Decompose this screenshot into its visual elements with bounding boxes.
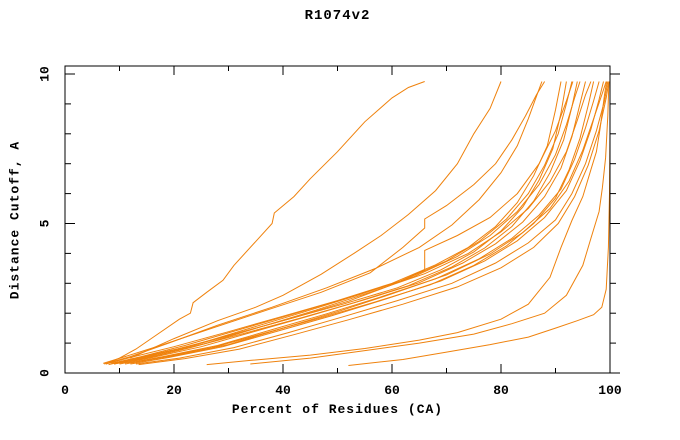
x-tick-label: 40 — [275, 383, 291, 398]
y-tick-label: 0 — [38, 369, 53, 377]
model-curve — [113, 81, 574, 365]
model-curve — [111, 81, 573, 364]
y-axis-label: Distance Cutoff, A — [7, 140, 23, 300]
model-curve — [105, 81, 425, 365]
x-tick-label: 60 — [384, 383, 400, 398]
x-tick-label: 100 — [598, 383, 622, 398]
model-curve — [133, 81, 607, 363]
model-curve — [135, 81, 609, 365]
model-curve — [124, 81, 595, 365]
model-curve — [113, 81, 578, 365]
model-curve — [122, 81, 592, 363]
x-tick-label: 0 — [61, 383, 69, 398]
model-curve — [138, 81, 610, 366]
y-tick-label: 5 — [38, 219, 53, 227]
model-curve — [116, 81, 581, 364]
x-tick-label: 80 — [493, 383, 509, 398]
plot-frame — [64, 65, 611, 374]
model-curve — [206, 81, 608, 366]
chart-title: R1074v2 — [304, 8, 371, 24]
x-axis-label: Percent of Residues (CA) — [231, 402, 444, 417]
model-curve — [348, 81, 611, 366]
model-curve — [108, 81, 567, 366]
model-curve — [250, 81, 610, 365]
x-tick-label: 20 — [166, 383, 182, 398]
y-tick-label: 10 — [38, 66, 53, 82]
model-curve — [104, 81, 543, 365]
model-curve — [130, 81, 502, 359]
model-curve — [103, 81, 546, 364]
model-curve — [130, 81, 604, 365]
